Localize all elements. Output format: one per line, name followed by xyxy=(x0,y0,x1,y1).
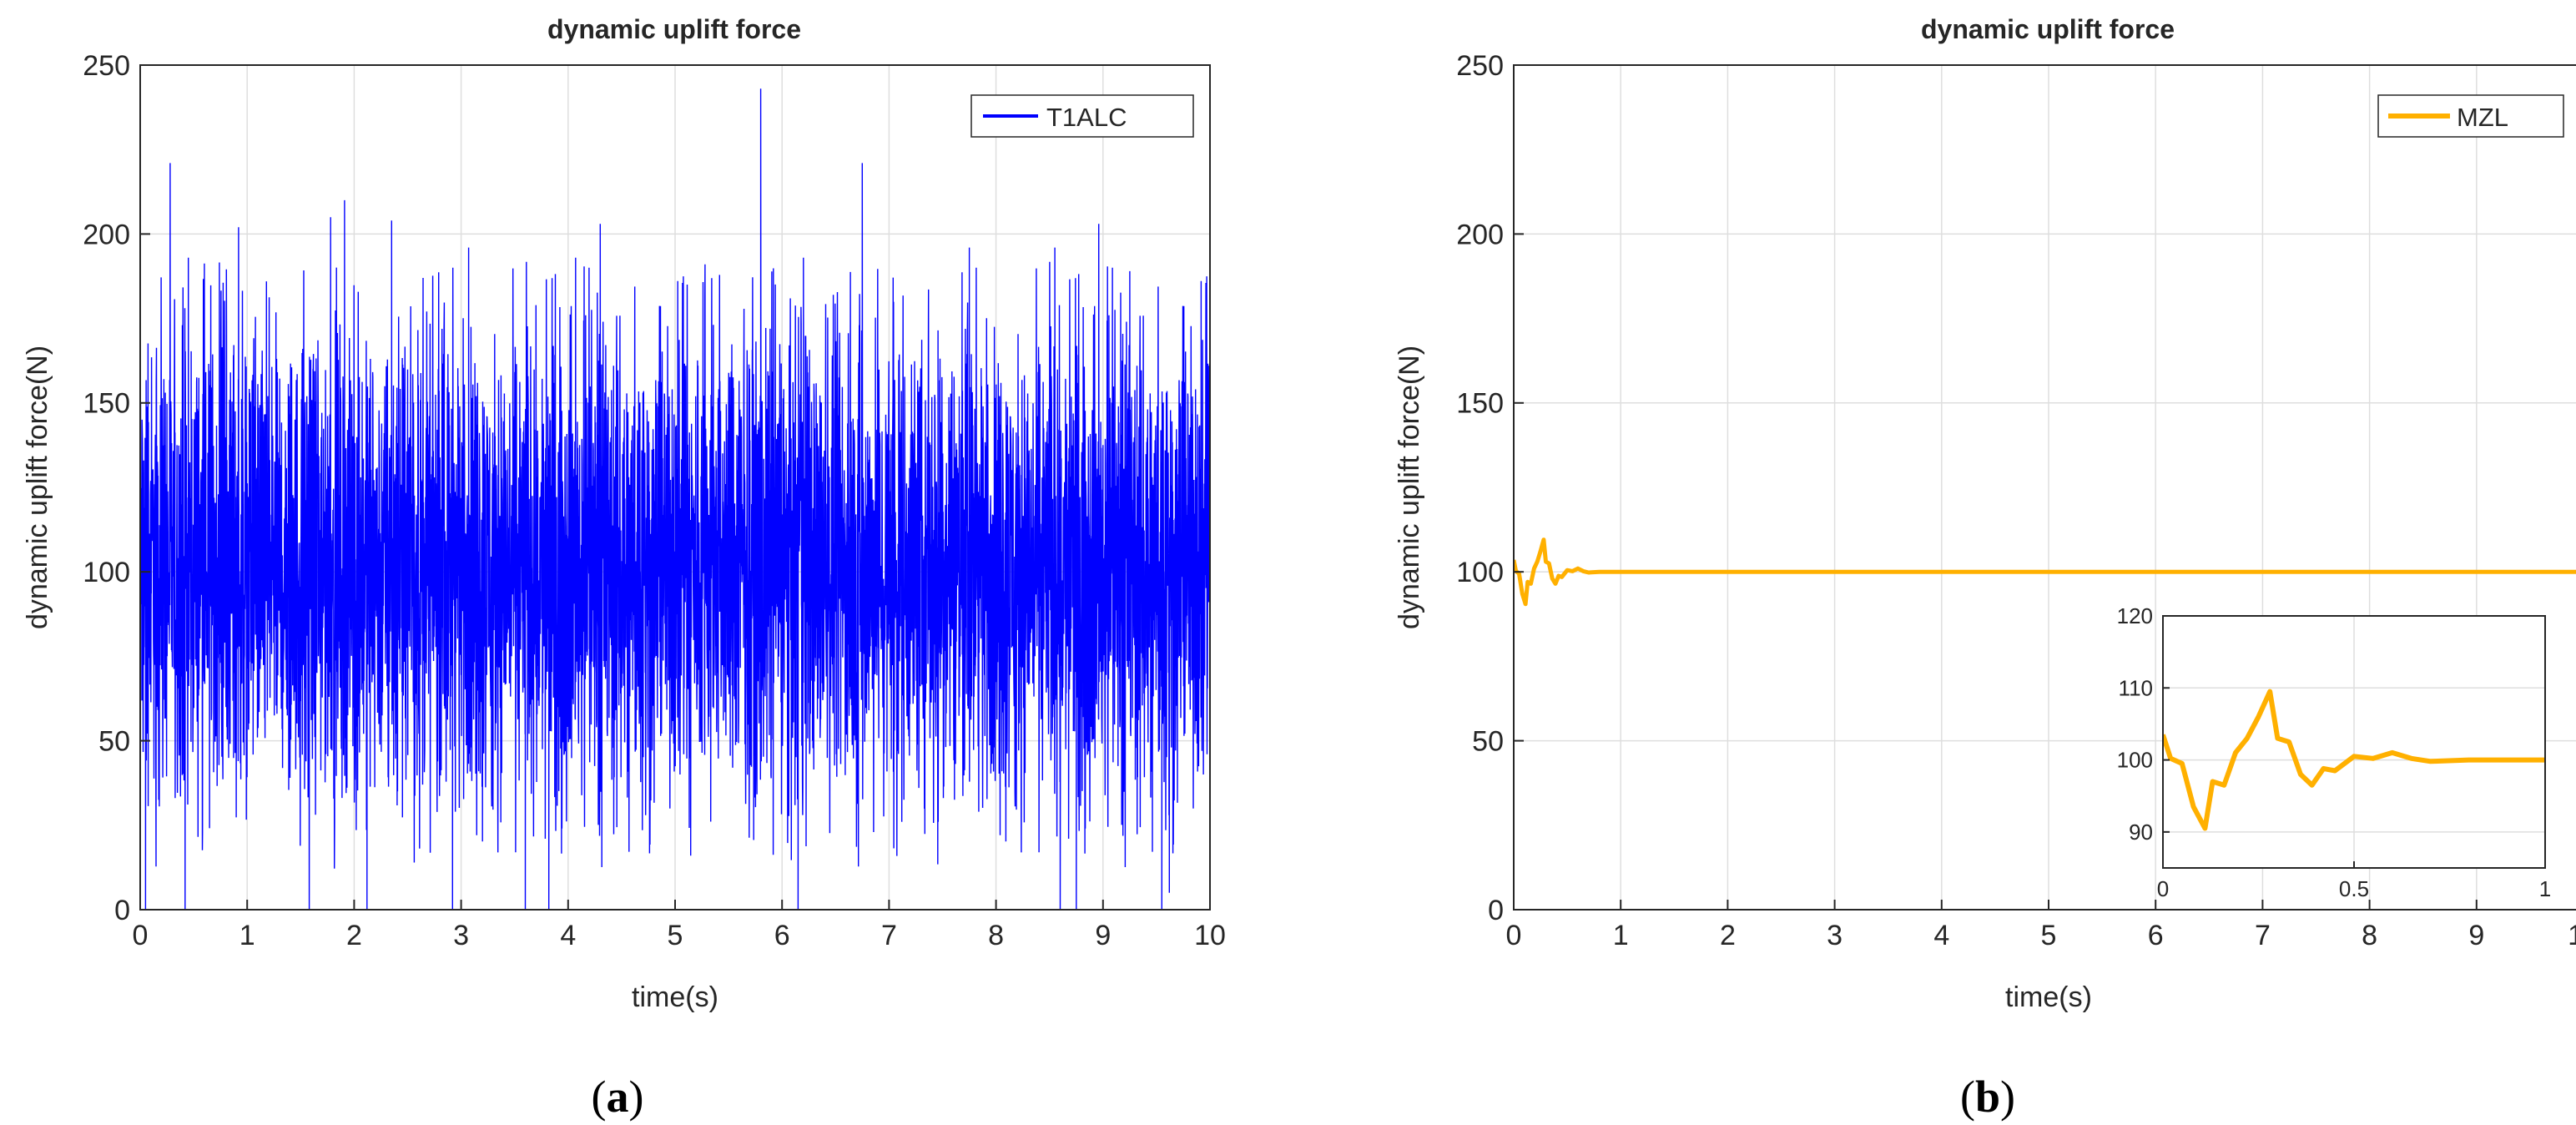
chart-b-y-ticks: 0 50 100 150 200 250 xyxy=(1456,50,1524,926)
chart-a-x-tick-label: 5 xyxy=(668,920,683,951)
chart-b-y-axis-label: dynamic uplift force(N) xyxy=(1394,346,1425,629)
chart-a-x-tick-label: 2 xyxy=(346,920,362,951)
inset-x-tick-label: 0 xyxy=(2157,876,2169,901)
inset-y-tick-label: 100 xyxy=(2117,748,2153,773)
series-line-t1alc xyxy=(140,88,1210,910)
chart-b-x-tick-label: 9 xyxy=(2468,920,2484,951)
chart-a-x-tick-label: 4 xyxy=(560,920,576,951)
chart-a-y-tick-label: 200 xyxy=(83,219,130,250)
panel-caption-a-open: ( xyxy=(592,1072,607,1122)
chart-a-y-tick-label: 100 xyxy=(83,557,130,588)
inset-series-line-mzl xyxy=(2163,689,2545,831)
chart-b-y-tick-label: 50 xyxy=(1472,726,1504,758)
chart-b-x-tick-label: 5 xyxy=(2041,920,2057,951)
chart-b-y-tick-label: 100 xyxy=(1456,557,1504,588)
chart-a-x-tick-label: 0 xyxy=(133,920,149,951)
chart-b-x-tick-label: 7 xyxy=(2255,920,2271,951)
inset-x-tick-label: 1 xyxy=(2539,876,2551,901)
inset-y-ticks: 90 100 110 120 xyxy=(2117,603,2170,845)
panel-caption-a-letter: a xyxy=(607,1072,629,1122)
chart-b-title: dynamic uplift force xyxy=(1921,14,2175,44)
chart-b-x-tick-label: 3 xyxy=(1827,920,1843,951)
chart-a-legend: T1ALC xyxy=(970,94,1194,138)
chart-b-x-tick-label: 4 xyxy=(1933,920,1949,951)
chart-a-x-tick-label: 9 xyxy=(1095,920,1111,951)
chart-b-x-ticks: 0 1 2 3 4 5 6 7 8 9 10 xyxy=(1506,900,2576,951)
inset-y-tick-label: 120 xyxy=(2117,603,2153,628)
chart-a-series-viewport xyxy=(140,88,1210,910)
chart-a-x-tick-label: 8 xyxy=(988,920,1004,951)
inset-x-ticks: 0 0.5 1 xyxy=(2157,861,2551,901)
panel-caption-b-open: ( xyxy=(1960,1072,1975,1122)
chart-b-x-tick-label: 0 xyxy=(1506,920,1522,951)
chart-a-y-axis-label: dynamic uplift force(N) xyxy=(22,346,53,629)
inset-series-viewport xyxy=(2163,689,2545,831)
chart-b-legend: MZL xyxy=(2377,94,2564,138)
chart-a-y-tick-label: 0 xyxy=(114,895,130,926)
panel-caption-b-close: ) xyxy=(2000,1072,2015,1122)
chart-a: dynamic uplift force 0 1 2 3 4 5 6 7 8 9 10 0 50 100… xyxy=(22,14,1226,1013)
chart-b-x-tick-label: 10 xyxy=(2568,920,2576,951)
chart-a-y-tick-label: 150 xyxy=(83,388,130,420)
chart-a-y-tick-label: 250 xyxy=(83,50,130,82)
chart-a-x-tick-label: 10 xyxy=(1194,920,1226,951)
chart-a-x-tick-label: 7 xyxy=(881,920,897,951)
panel-caption-b: (b) xyxy=(1960,1072,2015,1122)
chart-a-y-ticks: 0 50 100 150 200 250 xyxy=(83,50,150,926)
chart-b-x-axis-label: time(s) xyxy=(2005,981,2092,1013)
chart-b-x-tick-label: 8 xyxy=(2362,920,2377,951)
chart-a-x-axis-label: time(s) xyxy=(632,981,718,1013)
svg-text:(a): (a) xyxy=(592,1072,644,1122)
panel-caption-a: (a) xyxy=(592,1072,644,1122)
chart-b-y-tick-label: 150 xyxy=(1456,388,1504,420)
chart-a-x-tick-label: 6 xyxy=(774,920,790,951)
legend-label-t1alc: T1ALC xyxy=(1046,103,1127,132)
chart-b-x-tick-label: 1 xyxy=(1613,920,1629,951)
chart-b-y-tick-label: 200 xyxy=(1456,219,1504,250)
chart-a-x-ticks: 0 1 2 3 4 5 6 7 8 9 10 xyxy=(133,900,1226,951)
chart-a-x-tick-label: 3 xyxy=(453,920,469,951)
chart-b-y-tick-label: 0 xyxy=(1488,895,1504,926)
chart-b-x-tick-label: 2 xyxy=(1720,920,1736,951)
panel-caption-b-letter: b xyxy=(1975,1072,2000,1122)
chart-a-y-tick-label: 50 xyxy=(98,726,130,758)
chart-b-y-tick-label: 250 xyxy=(1456,50,1504,82)
svg-text:(b): (b) xyxy=(1960,1072,2015,1122)
inset-y-tick-label: 90 xyxy=(2129,820,2153,845)
legend-label-mzl: MZL xyxy=(2457,103,2508,132)
chart-b-x-tick-label: 6 xyxy=(2148,920,2164,951)
inset-y-tick-label: 110 xyxy=(2119,675,2153,700)
series-line-mzl xyxy=(1514,537,2576,607)
chart-b-series-viewport xyxy=(1514,537,2576,607)
chart-a-title: dynamic uplift force xyxy=(547,14,801,44)
panel-caption-a-close: ) xyxy=(629,1072,644,1122)
chart-a-x-tick-label: 1 xyxy=(239,920,255,951)
inset-x-tick-label: 0.5 xyxy=(2339,876,2369,901)
